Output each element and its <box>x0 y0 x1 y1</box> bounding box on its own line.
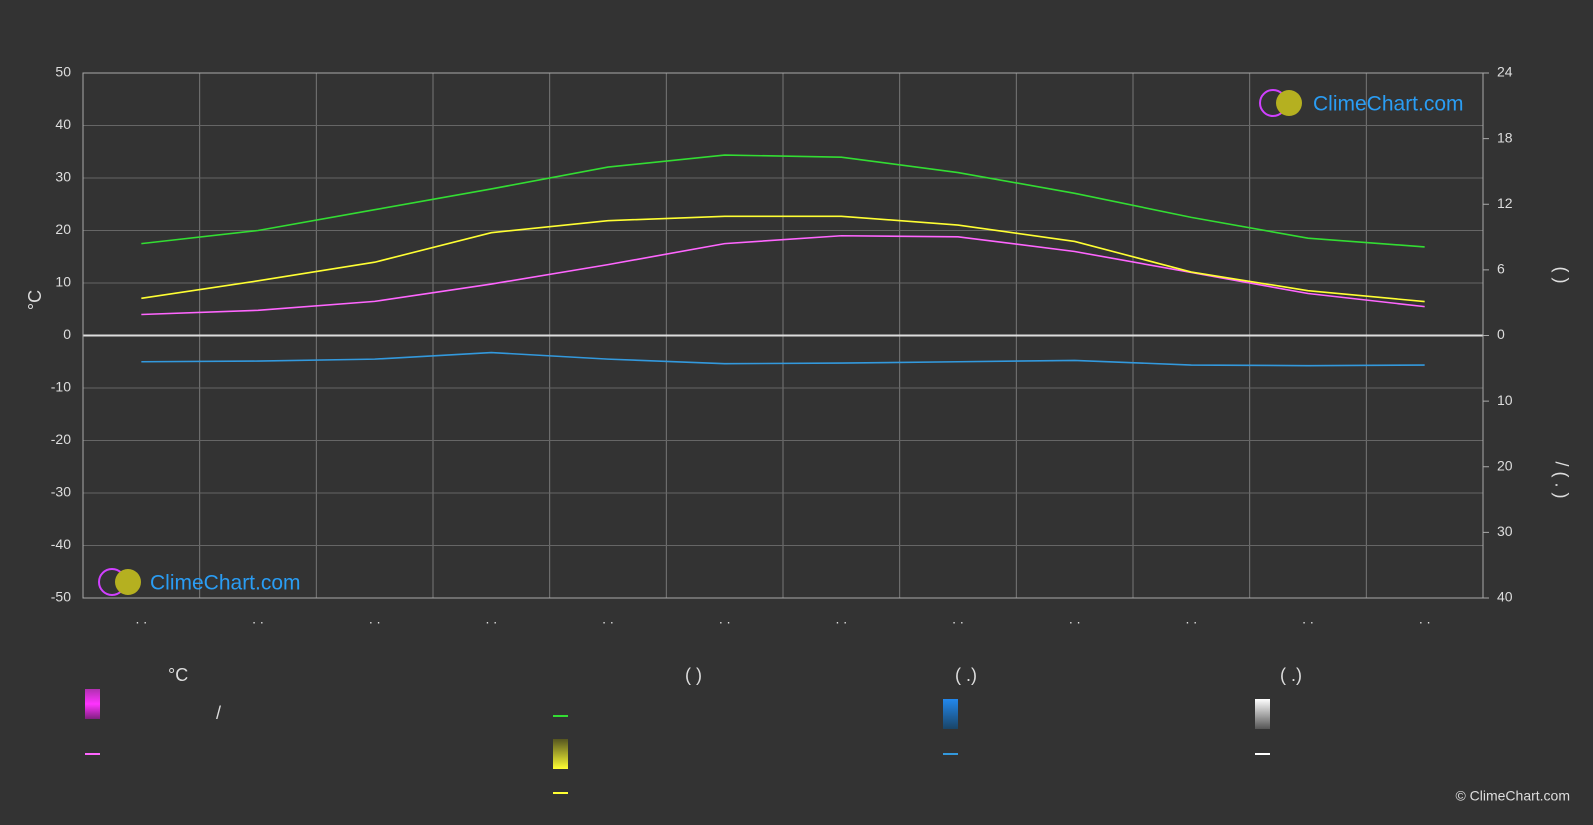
y-tick-label: 50 <box>55 64 71 80</box>
legend-swatch <box>85 689 100 719</box>
y-tick-label: 40 <box>55 116 71 132</box>
y3-tick-label: 10 <box>1497 392 1513 408</box>
y-tick-label: -40 <box>51 536 71 552</box>
x-tick-label: . . <box>485 611 497 627</box>
logo-text: ClimeChart.com <box>150 572 301 595</box>
x-tick-label: . . <box>369 611 381 627</box>
y2-axis-label: ( ) <box>1551 267 1571 284</box>
x-tick-label: . . <box>135 611 147 627</box>
logo-bottom: ClimeChart.com <box>98 568 301 596</box>
x-tick-label: . . <box>1185 611 1197 627</box>
y2-tick-label: 6 <box>1497 261 1505 277</box>
y2-tick-label: 18 <box>1497 129 1513 145</box>
y2-tick-label: 0 <box>1497 326 1505 342</box>
y-tick-label: 20 <box>55 221 71 237</box>
y-axis-label: °C <box>25 290 45 310</box>
x-tick-label: . . <box>1302 611 1314 627</box>
logo-top: ClimeChart.com <box>1259 89 1464 117</box>
y-tick-label: 30 <box>55 169 71 185</box>
legend: °C ( ) ( .) ( .) / <box>85 665 1302 794</box>
legend-header: °C <box>168 665 188 685</box>
y-tick-label: 0 <box>63 326 71 342</box>
y-tick-label: -10 <box>51 379 71 395</box>
x-tick-label: . . <box>252 611 264 627</box>
x-tick-label: . . <box>1419 611 1431 627</box>
y2-tick-label: 24 <box>1497 64 1513 80</box>
y3-tick-label: 40 <box>1497 589 1513 605</box>
legend-header: ( .) <box>1280 665 1302 685</box>
y2-tick-label: 12 <box>1497 195 1513 211</box>
copyright: © ClimeChart.com <box>1455 788 1570 804</box>
logo-text: ClimeChart.com <box>1313 93 1464 116</box>
x-tick-label: . . <box>719 611 731 627</box>
plot-frame <box>82 72 1484 599</box>
legend-swatch <box>1255 699 1270 729</box>
y-tick-label: -20 <box>51 431 71 447</box>
series-line <box>141 234 1425 316</box>
legend-text: / <box>216 703 221 723</box>
y3-axis-label: / ( . ) <box>1551 462 1571 499</box>
x-tick-label: . . <box>952 611 964 627</box>
y3-tick-label: 20 <box>1497 457 1513 473</box>
x-tick-label: . . <box>602 611 614 627</box>
series-line <box>141 351 1425 367</box>
legend-swatch <box>553 739 568 769</box>
logo-icon <box>1276 90 1302 116</box>
logo-icon <box>115 569 141 595</box>
y-tick-label: -30 <box>51 484 71 500</box>
y-tick-label: 10 <box>55 274 71 290</box>
x-tick-label: . . <box>835 611 847 627</box>
legend-header: ( .) <box>955 665 977 685</box>
legend-header: ( ) <box>685 665 702 685</box>
y-tick-label: -50 <box>51 589 71 605</box>
x-tick-label: . . <box>1069 611 1081 627</box>
series-line <box>141 154 1425 248</box>
y3-tick-label: 30 <box>1497 523 1513 539</box>
plot-area: -50 -40 -30 -20 -10 0 10 20 30 40 50 0 6 12 18 24 10 20 30… <box>51 64 1513 627</box>
series-line <box>141 215 1425 303</box>
legend-swatch <box>943 699 958 729</box>
